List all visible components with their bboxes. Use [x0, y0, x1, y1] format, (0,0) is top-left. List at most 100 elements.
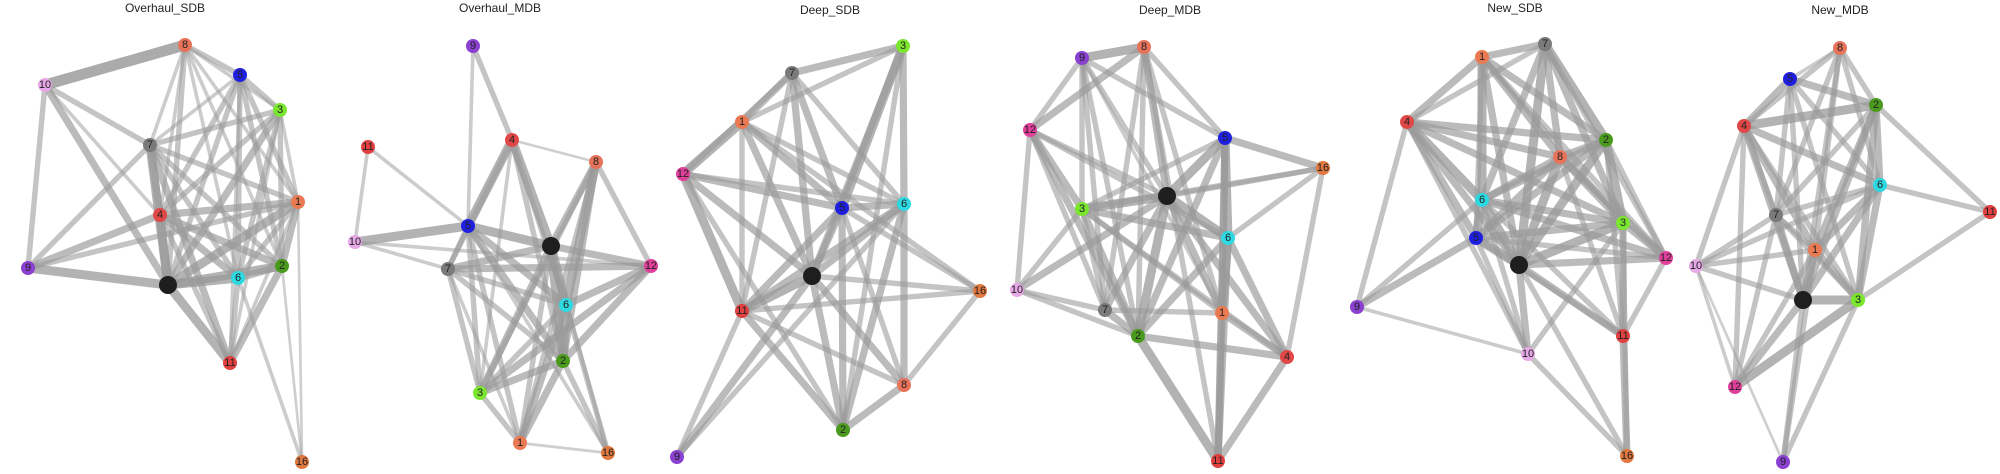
- node-circle: [1776, 455, 1790, 469]
- edge: [157, 212, 233, 366]
- edge: [1014, 206, 1085, 293]
- node-6: 6: [559, 298, 573, 312]
- edge: [901, 288, 983, 388]
- node-label: 1: [1219, 307, 1225, 319]
- edge: [24, 211, 164, 272]
- panel-title: Overhaul_MDB: [459, 1, 541, 15]
- edge: [739, 288, 983, 314]
- edge: [1731, 296, 1807, 391]
- edge: [1694, 264, 1785, 464]
- edge-group: [350, 43, 655, 456]
- node-1: 1: [291, 195, 305, 209]
- node-label: 11: [1984, 206, 1995, 218]
- edge: [1134, 234, 1232, 340]
- edge: [1221, 134, 1327, 172]
- edge: [1353, 234, 1480, 311]
- node-6: 6: [1873, 178, 1887, 192]
- node-circle: [973, 284, 987, 298]
- node-label: 3: [1620, 217, 1626, 229]
- edge: [1354, 197, 1485, 310]
- edge: [234, 262, 286, 282]
- edge: [1732, 212, 1779, 390]
- node-label: 9: [1780, 456, 1786, 468]
- panel-title: New_MDB: [1811, 3, 1868, 17]
- edge: [1514, 218, 1628, 270]
- node-9: 9: [1350, 300, 1364, 314]
- edge: [237, 72, 301, 205]
- edge: [445, 266, 569, 308]
- edge: [1133, 331, 1223, 466]
- node-4: 4: [505, 133, 519, 147]
- node-circle: [1728, 380, 1742, 394]
- node-7: 7: [441, 262, 455, 276]
- edge: [1077, 42, 1149, 63]
- node-circle: [1737, 119, 1751, 133]
- node-circle: [1221, 231, 1235, 245]
- edge: [156, 198, 302, 219]
- node-circle: [1620, 449, 1634, 463]
- edge: [1403, 118, 1627, 227]
- node-label: 5: [839, 202, 845, 214]
- node-4: 4: [1400, 115, 1414, 129]
- edge: [446, 267, 522, 445]
- edge: [156, 211, 242, 282]
- node-label: 7: [1542, 38, 1548, 50]
- node-circle: [361, 140, 375, 154]
- node-circle: [1783, 72, 1797, 86]
- edge: [1078, 205, 1232, 242]
- node-circle: [896, 39, 910, 53]
- edge: [1218, 309, 1291, 361]
- node-circle: [1599, 133, 1613, 147]
- node-11: 11: [1983, 205, 1997, 219]
- node-2: 2: [1869, 98, 1883, 112]
- node-8: 8: [1553, 150, 1567, 164]
- edge: [839, 200, 908, 434]
- node-circle: [1983, 205, 1997, 219]
- edge: [42, 82, 153, 148]
- node-9: 9: [21, 261, 35, 275]
- edge: [463, 221, 556, 251]
- node-circle: [676, 167, 690, 181]
- edge: [808, 272, 908, 389]
- node-circle: [1469, 231, 1483, 245]
- edge: [353, 240, 450, 271]
- node-12: 12: [1023, 123, 1037, 137]
- node-9: 9: [1075, 51, 1089, 65]
- edge: [1014, 287, 1141, 339]
- edge: [1603, 137, 1669, 261]
- node-label: 6: [1877, 179, 1883, 191]
- node-label: 16: [1317, 162, 1329, 174]
- edge: [466, 44, 475, 228]
- node-6: 6: [231, 271, 245, 285]
- node-10: 10: [1010, 283, 1024, 297]
- node-hub: [542, 237, 560, 255]
- node-label: 11: [362, 141, 373, 153]
- edge: [445, 223, 471, 272]
- edge: [1134, 332, 1291, 361]
- network-panel-4: New_SDB 1 7 4 2 8 6 3 5 12 9 11 10 16: [1350, 1, 1673, 463]
- node-3: 3: [896, 39, 910, 53]
- edge: [237, 72, 283, 113]
- edge: [1403, 118, 1610, 144]
- edge: [1772, 211, 1807, 304]
- edge: [788, 42, 907, 77]
- node-16: 16: [295, 455, 309, 469]
- edge-group: [673, 41, 983, 461]
- edge: [1284, 165, 1326, 360]
- edge: [157, 107, 283, 218]
- node-circle: [1400, 115, 1414, 129]
- node-1: 1: [1215, 306, 1229, 320]
- edge: [1134, 134, 1229, 340]
- node-2: 2: [556, 354, 570, 368]
- node-label: 7: [789, 67, 795, 79]
- node-16: 16: [973, 284, 987, 298]
- node-3: 3: [1075, 202, 1089, 216]
- node-circle: [1215, 306, 1229, 320]
- edge: [680, 171, 907, 207]
- edge: [1515, 254, 1670, 269]
- edge: [1854, 181, 1884, 304]
- node-circle: [1833, 41, 1847, 55]
- edge-group: [1013, 42, 1327, 466]
- edge: [465, 223, 483, 396]
- node-10: 10: [348, 235, 362, 249]
